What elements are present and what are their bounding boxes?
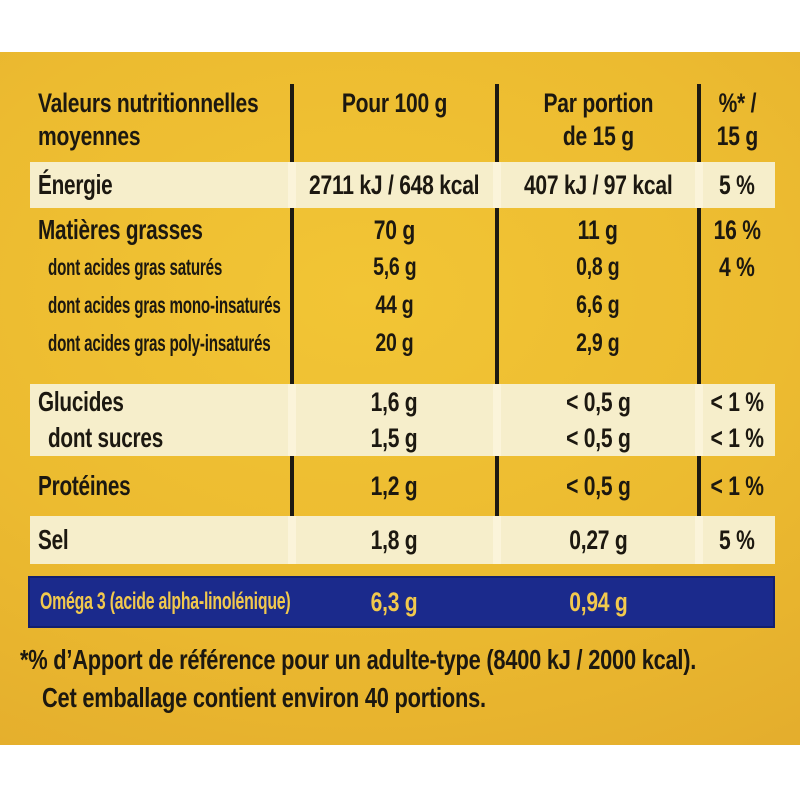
value-per100: 70 g (373, 214, 416, 245)
row-acides-mono-insatures: dont acides gras mono-insaturés 44 g 6,6… (30, 287, 775, 323)
footnote-portions: Cet emballage contient environ 40 portio… (42, 682, 486, 713)
value-per100: 1,2 g (371, 470, 418, 501)
value-per100: 20 g (375, 329, 414, 357)
column-divider (290, 456, 294, 516)
table-header: Valeurs nutritionnelles moyennes Pour 100… (30, 84, 775, 162)
value-portion: 11 g (577, 214, 619, 245)
row-label: dont acides gras poly-insaturés (48, 330, 271, 356)
value-percent: < 1 % (710, 470, 764, 501)
header-percent-ri: %* /15 g (716, 88, 758, 151)
value-percent: 5 % (719, 169, 755, 200)
value-per100: 2711 kJ / 648 kcal (309, 169, 480, 200)
value-portion: < 0,5 g (565, 422, 631, 453)
row-dont-sucres: dont sucres 1,5 g < 0,5 g < 1 % (30, 420, 775, 456)
footnote-reference-intake: *% d’Apport de référence pour un adulte-… (20, 644, 697, 675)
value-percent: 4 % (719, 251, 755, 282)
band-seam (695, 162, 703, 208)
row-label: dont sucres (48, 422, 164, 453)
value-percent: 16 % (713, 214, 761, 245)
value-portion: 0,8 g (576, 252, 620, 281)
row-energie: Énergie 2711 kJ / 648 kcal 407 kJ / 97 k… (30, 162, 775, 208)
row-label: Énergie (38, 169, 113, 200)
row-label: Protéines (38, 470, 131, 501)
value-portion: 2,9 g (576, 329, 620, 357)
row-matieres-grasses: Matières grasses 70 g 11 g 16 % (30, 210, 775, 250)
value-portion: 407 kJ / 97 kcal (523, 169, 673, 200)
column-divider (697, 84, 701, 162)
band-seam (288, 516, 296, 564)
value-portion: 6,6 g (576, 290, 620, 319)
header-per-portion: Par portion de 15 g (543, 88, 653, 151)
band-seam (493, 384, 501, 456)
value-portion: 0,94 g (568, 586, 628, 617)
value-percent (699, 287, 775, 323)
value-portion: 0,27 g (568, 524, 628, 555)
row-sel-band: Sel 1,8 g 0,27 g 5 % (30, 516, 775, 564)
column-divider (495, 84, 499, 162)
value-per100: 5,6 g (372, 252, 417, 281)
value-percent-empty (699, 576, 775, 628)
value-per100: 6,3 g (371, 586, 418, 617)
header-per-100g: Pour 100 g (341, 88, 448, 118)
header-values: Valeurs nutritionnelles moyennes (38, 88, 259, 151)
column-divider (495, 208, 499, 384)
row-energie-band: Énergie 2711 kJ / 648 kcal 407 kJ / 97 k… (30, 162, 775, 208)
value-per100: 1,8 g (371, 524, 418, 555)
row-label: dont acides gras mono-insaturés (48, 291, 281, 318)
value-per100: 44 g (375, 290, 414, 319)
band-seam (493, 162, 501, 208)
value-percent: < 1 % (710, 422, 764, 453)
band-seam (288, 162, 296, 208)
row-label: Glucides (38, 386, 124, 417)
column-divider (290, 208, 294, 384)
value-per100: 1,6 g (371, 386, 418, 417)
value-portion: < 0,5 g (565, 386, 631, 417)
row-acides-poly-insatures: dont acides gras poly-insaturés 20 g 2,9… (30, 325, 775, 362)
band-seam (493, 516, 501, 564)
value-portion: < 0,5 g (565, 470, 631, 501)
row-label: dont acides gras saturés (48, 253, 223, 280)
column-divider (495, 456, 499, 516)
value-percent (699, 325, 775, 362)
row-label: Matières grasses (38, 214, 203, 245)
row-label: Sel (38, 524, 69, 555)
value-percent: 5 % (719, 524, 755, 555)
column-divider (697, 456, 701, 516)
row-glucides: Glucides 1,6 g < 0,5 g < 1 % (30, 384, 775, 420)
row-omega3-band: Oméga 3 (acide alpha-linolénique) 6,3 g … (28, 576, 775, 628)
band-seam (695, 516, 703, 564)
row-acides-satures: dont acides gras saturés 5,6 g 0,8 g 4 % (30, 250, 775, 284)
column-divider (290, 84, 294, 162)
column-divider (697, 208, 701, 384)
band-seam (695, 384, 703, 456)
value-percent: < 1 % (710, 386, 764, 417)
row-sel: Sel 1,8 g 0,27 g 5 % (30, 516, 775, 564)
row-glucides-band: Glucides 1,6 g < 0,5 g < 1 % dont sucres… (30, 384, 775, 456)
row-label: Oméga 3 (acide alpha-linolénique) (40, 588, 291, 615)
value-per100: 1,5 g (371, 422, 418, 453)
row-proteines: Protéines 1,2 g < 0,5 g < 1 % (30, 456, 775, 516)
band-seam (288, 384, 296, 456)
